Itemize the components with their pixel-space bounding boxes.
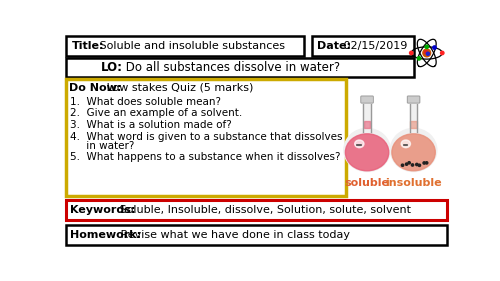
Text: 02/15/2019: 02/15/2019	[340, 41, 407, 51]
Text: 3.  What is a solution made of?: 3. What is a solution made of?	[70, 120, 232, 130]
Bar	[410, 101, 418, 128]
Text: insoluble: insoluble	[386, 178, 442, 188]
Ellipse shape	[346, 134, 389, 171]
Bar	[66, 79, 346, 196]
Bar	[363, 101, 371, 128]
Text: Revise what we have done in class today: Revise what we have done in class today	[117, 230, 350, 240]
Bar	[66, 36, 304, 56]
Bar	[66, 58, 414, 77]
FancyBboxPatch shape	[361, 96, 374, 103]
Bar	[66, 225, 447, 245]
Circle shape	[425, 45, 428, 49]
Circle shape	[426, 162, 428, 164]
Text: 4.  What word is given to a substance that dissolves: 4. What word is given to a substance tha…	[70, 132, 343, 142]
Circle shape	[410, 51, 413, 55]
Circle shape	[408, 162, 410, 164]
Text: 5.  What happens to a substance when it dissolves?: 5. What happens to a substance when it d…	[70, 152, 341, 162]
Circle shape	[424, 51, 428, 54]
Text: Date:: Date:	[316, 41, 350, 51]
Circle shape	[416, 163, 418, 166]
Text: Soluble, Insoluble, dissolve, Solution, solute, solvent: Soluble, Insoluble, dissolve, Solution, …	[116, 205, 411, 215]
Text: Title:: Title:	[72, 41, 104, 51]
Circle shape	[423, 162, 426, 164]
Text: soluble: soluble	[344, 178, 390, 188]
Text: Do Now:: Do Now:	[68, 83, 121, 93]
Ellipse shape	[390, 128, 437, 171]
Bar	[410, 121, 416, 128]
Circle shape	[418, 57, 420, 60]
Circle shape	[440, 51, 444, 55]
Ellipse shape	[354, 140, 364, 148]
Text: 1.  What does soluble mean?: 1. What does soluble mean?	[70, 97, 221, 107]
Circle shape	[402, 164, 404, 166]
Text: Low stakes Quiz (5 marks): Low stakes Quiz (5 marks)	[103, 83, 253, 93]
Circle shape	[426, 52, 430, 55]
Ellipse shape	[392, 134, 436, 171]
Text: LO:: LO:	[101, 61, 123, 74]
Circle shape	[418, 164, 420, 166]
Bar	[364, 121, 370, 128]
Bar	[312, 36, 414, 56]
Text: Soluble and insoluble substances: Soluble and insoluble substances	[96, 41, 285, 51]
Ellipse shape	[344, 128, 391, 171]
Text: in water?: in water?	[70, 141, 134, 151]
Circle shape	[406, 163, 407, 165]
Ellipse shape	[401, 140, 410, 148]
Bar	[66, 200, 447, 220]
Text: Keywords:: Keywords:	[70, 205, 136, 215]
FancyBboxPatch shape	[408, 96, 420, 103]
Text: 2.  Give an example of a solvent.: 2. Give an example of a solvent.	[70, 108, 242, 118]
Text: Homework:: Homework:	[70, 230, 142, 240]
Circle shape	[412, 164, 414, 166]
Circle shape	[423, 49, 430, 57]
Text: Do all substances dissolve in water?: Do all substances dissolve in water?	[122, 61, 340, 74]
Circle shape	[433, 46, 436, 49]
